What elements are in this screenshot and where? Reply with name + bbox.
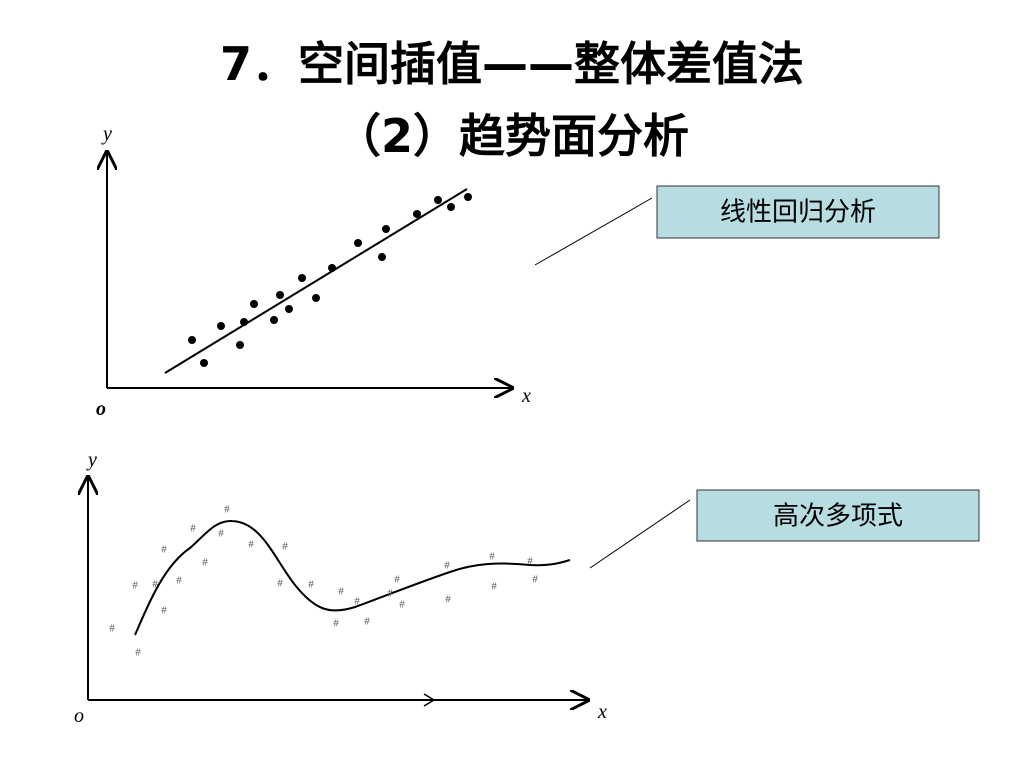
point-marker: # <box>202 557 208 569</box>
data-dot <box>240 318 248 326</box>
trend-line <box>164 188 468 374</box>
data-dot <box>250 300 258 308</box>
point-marker: # <box>132 580 138 592</box>
point-marker: # <box>399 599 405 611</box>
callout-text: 线性回归分析 <box>720 198 876 228</box>
title-line2: （2）趋势面分析 <box>335 109 689 163</box>
data-dot <box>464 193 472 201</box>
data-dot <box>217 322 225 330</box>
point-marker: # <box>489 551 495 563</box>
x-label: x <box>597 701 607 723</box>
data-dot <box>298 274 306 282</box>
point-marker: # <box>491 581 497 593</box>
poly-curve <box>134 519 571 636</box>
data-dot <box>354 239 362 247</box>
point-marker: # <box>248 539 254 551</box>
point-marker: # <box>394 574 400 586</box>
point-marker: # <box>333 618 339 630</box>
diagram-poly: y x o 高次多项式 ### ######################### <box>74 449 980 727</box>
callout-text: 高次多项式 <box>773 502 903 532</box>
data-dot <box>200 359 208 367</box>
data-dot <box>285 305 293 313</box>
y-label: y <box>86 449 97 471</box>
data-dot <box>312 294 320 302</box>
callout-box <box>656 185 940 239</box>
data-dot <box>188 336 196 344</box>
x-label: x <box>521 385 531 407</box>
point-marker: # <box>364 616 370 628</box>
data-dot <box>236 341 244 349</box>
callout-box <box>696 489 980 542</box>
data-dot <box>434 196 442 204</box>
point-marker: # <box>109 623 115 635</box>
point-marker: # <box>224 504 230 516</box>
point-marker: # <box>387 588 393 600</box>
data-dot <box>276 291 284 299</box>
point-marker: # <box>190 523 196 535</box>
point-marker: # <box>532 574 538 586</box>
data-dot <box>382 225 390 233</box>
point-marker: # <box>135 647 141 659</box>
point-marker: # <box>218 528 224 540</box>
data-dot <box>270 316 278 324</box>
data-dot <box>447 203 455 211</box>
callout-line <box>589 499 691 569</box>
point-marker: # <box>282 541 288 553</box>
point-marker: # <box>176 575 182 587</box>
title-line1: 7．空间插值——整体差值法 <box>220 37 804 91</box>
data-dot <box>328 264 336 272</box>
data-dot <box>378 253 386 261</box>
point-marker: # <box>444 560 450 572</box>
origin-label: o <box>96 398 106 420</box>
point-marker: # <box>277 578 283 590</box>
y-label: y <box>101 123 112 145</box>
point-marker: # <box>354 596 360 608</box>
point-marker: # <box>308 579 314 591</box>
data-dot <box>413 210 421 218</box>
point-marker: # <box>152 579 158 591</box>
point-marker: # <box>161 605 167 617</box>
point-marker: # <box>527 556 533 568</box>
callout-line <box>534 197 653 266</box>
point-marker: # <box>338 586 344 598</box>
point-marker: # <box>161 544 167 556</box>
point-marker: # <box>445 594 451 606</box>
axis-arrow <box>423 693 436 707</box>
origin-label: o <box>74 705 84 727</box>
diagram-linear: y x o 线性回归分析 <box>96 123 940 420</box>
